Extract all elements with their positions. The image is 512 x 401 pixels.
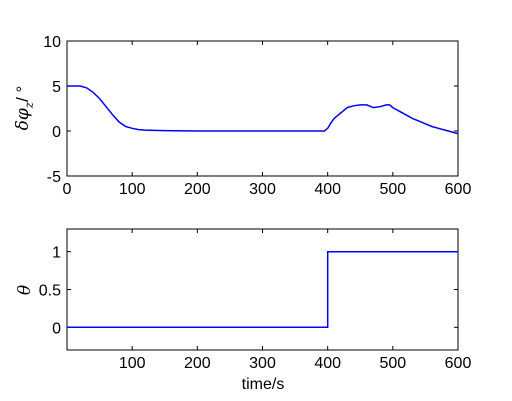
top-y-ticks: -5 0 5 10 — [43, 34, 458, 186]
y-tick-label: -5 — [47, 169, 61, 186]
y-tick-label: 0 — [52, 320, 61, 337]
bottom-x-ticks: 100 200 300 400 500 600 — [119, 229, 472, 372]
x-tick-label: 500 — [379, 355, 406, 372]
x-tick-label: 200 — [184, 181, 211, 198]
top-series-line — [67, 85, 459, 135]
x-tick-label: 400 — [314, 355, 341, 372]
x-tick-label: 400 — [314, 181, 341, 198]
bottom-axes-box — [66, 228, 459, 351]
y-tick-label: 5 — [52, 79, 61, 96]
x-tick-label: 600 — [445, 355, 472, 372]
y-tick-label: 0.5 — [39, 283, 61, 300]
bottom-x-axis-label: time/s — [242, 376, 285, 393]
x-tick-label: 0 — [63, 181, 72, 198]
x-tick-label: 200 — [184, 355, 211, 372]
y-tick-label: 1 — [52, 245, 61, 262]
y-tick-label: 10 — [43, 34, 61, 51]
bottom-y-axis-label: θ — [15, 285, 35, 295]
x-tick-label: 300 — [249, 181, 276, 198]
top-axes-box — [66, 40, 459, 177]
bottom-series-line — [67, 250, 458, 329]
y-tick-label: 0 — [52, 124, 61, 141]
bottom-panel: 100 200 300 400 500 600 00.51 θ time/s — [15, 228, 472, 393]
top-y-axis-label: δφz/ ° — [13, 86, 36, 131]
x-tick-label: 500 — [379, 181, 406, 198]
bottom-y-ticks: 00.51 — [39, 245, 458, 337]
x-tick-label: 100 — [119, 355, 146, 372]
x-tick-label: 100 — [119, 181, 146, 198]
x-tick-label: 300 — [249, 355, 276, 372]
top-x-ticks: 0 100 200 300 400 500 600 — [63, 41, 472, 198]
x-tick-label: 600 — [445, 181, 472, 198]
